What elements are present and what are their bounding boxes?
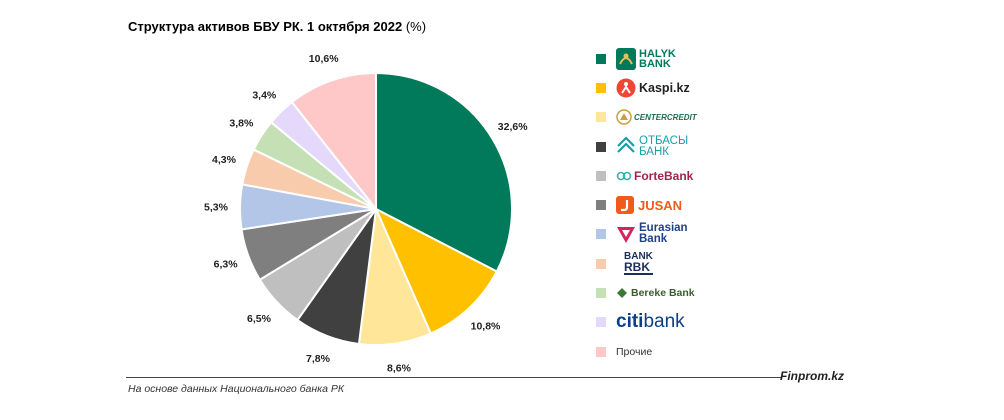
legend-swatch bbox=[596, 53, 606, 64]
citi-logo-text1: citi bbox=[616, 311, 644, 333]
bereke-bank-logo-icon: Bereke Bank bbox=[616, 287, 695, 299]
legend-swatch bbox=[596, 258, 606, 269]
legend-item-rbk: BANK RBK bbox=[596, 249, 816, 278]
legend: HALYK BANK Kaspi.kz CENTERCREDIT bbox=[596, 44, 816, 366]
pie-slice-2 bbox=[373, 206, 499, 335]
pie-label-5: 6,5% bbox=[247, 313, 272, 325]
pie-labels: 32,6% 10,8% 8,6% 7,8% 6,5% 6,3% 5,3% 4,3% 3,8% 3,… bbox=[204, 53, 528, 374]
legend-item-halyk: HALYK BANK bbox=[596, 44, 816, 73]
legend-swatch bbox=[596, 141, 606, 152]
pie-label-9: 3,8% bbox=[229, 117, 254, 129]
legend-item-kaspi: Kaspi.kz bbox=[596, 73, 816, 102]
pie-label-7: 5,3% bbox=[204, 202, 229, 214]
pie-label-11: 10,6% bbox=[309, 53, 339, 65]
legend-swatch bbox=[596, 200, 606, 211]
pie-label-10: 3,4% bbox=[252, 90, 277, 102]
kaspi-logo-text: Kaspi.kz bbox=[639, 80, 690, 95]
citibank-logo-icon: citi bank bbox=[616, 311, 685, 333]
citi-logo-text2: bank bbox=[643, 311, 685, 333]
otbasy-emblem-icon bbox=[617, 135, 635, 153]
pie-label-8: 4,3% bbox=[212, 154, 237, 166]
pie-label-2: 10,8% bbox=[471, 321, 501, 333]
centercredit-logo-text: CENTERCREDIT bbox=[634, 112, 697, 122]
centercredit-emblem-icon bbox=[616, 109, 632, 125]
legend-item-forte: ForteBank bbox=[596, 161, 816, 190]
legend-swatch bbox=[596, 82, 606, 93]
pie-label-4: 7,8% bbox=[306, 353, 331, 365]
halyk-emblem-icon bbox=[616, 47, 636, 70]
halyk-logo-line1: HALYK bbox=[639, 47, 676, 60]
bereke-logo-text: Bereke Bank bbox=[631, 287, 695, 300]
pie-label-6: 6,3% bbox=[214, 259, 239, 271]
legend-swatch bbox=[596, 229, 606, 240]
jusan-emblem-icon bbox=[616, 196, 634, 215]
legend-swatch bbox=[596, 112, 606, 123]
kaspi-logo-icon: Kaspi.kz bbox=[616, 78, 690, 98]
chart-title-unit: (%) bbox=[405, 19, 427, 34]
pie-slices bbox=[239, 71, 513, 346]
forte-logo-text: ForteBank bbox=[634, 168, 694, 183]
eurasian-logo-line1: Eurasian bbox=[639, 222, 688, 235]
bereke-emblem-icon bbox=[617, 288, 627, 299]
legend-swatch bbox=[596, 288, 606, 299]
legend-item-centercredit: CENTERCREDIT bbox=[596, 103, 816, 132]
legend-swatch bbox=[596, 346, 606, 357]
eurasian-bank-logo-icon: Eurasian Bank bbox=[616, 223, 688, 245]
halyk-logo-line2: BANK bbox=[639, 57, 671, 70]
eurasian-emblem-icon bbox=[617, 227, 635, 244]
fortebank-logo-icon: ForteBank bbox=[616, 169, 693, 183]
rbk-logo-line2: RBK bbox=[624, 260, 650, 275]
jusan-logo-icon: JUSAN bbox=[616, 196, 683, 215]
otbasy-bank-logo-icon: ОТБАСЫ БАНК bbox=[616, 134, 689, 158]
otbasy-logo-line2: БАНК bbox=[639, 145, 669, 158]
rbk-logo-line1: BANK bbox=[624, 251, 653, 263]
centercredit-logo-icon: CENTERCREDIT bbox=[616, 109, 697, 125]
pie-label-1: 32,6% bbox=[498, 121, 528, 133]
legend-item-other: Прочие bbox=[596, 337, 816, 366]
bank-rbk-logo-icon: BANK RBK bbox=[624, 251, 653, 276]
pie-label-3: 8,6% bbox=[387, 362, 412, 374]
brand-name: Finprom.kz bbox=[780, 369, 845, 383]
pie-slice-1 bbox=[375, 71, 513, 273]
chart-title-text: Структура активов БВУ РК. 1 октября 2022 bbox=[128, 19, 403, 34]
source-note: На основе данных Национального банка РК bbox=[128, 383, 345, 395]
legend-item-eurasian: Eurasian Bank bbox=[596, 220, 816, 249]
legend-swatch bbox=[596, 317, 606, 328]
kaspi-emblem-icon bbox=[616, 78, 636, 98]
legend-label-other: Прочие bbox=[616, 345, 653, 358]
chart-title: Структура активов БВУ РК. 1 октября 2022… bbox=[128, 19, 426, 34]
legend-swatch bbox=[596, 170, 606, 181]
legend-item-otbasy: ОТБАСЫ БАНК bbox=[596, 132, 816, 161]
legend-item-citi: citi bank bbox=[596, 308, 816, 337]
jusan-logo-text: JUSAN bbox=[638, 197, 683, 213]
eurasian-logo-line2: Bank bbox=[639, 233, 668, 246]
forte-emblem-icon bbox=[616, 171, 632, 181]
pie-slice-11 bbox=[290, 71, 377, 212]
footer-divider bbox=[126, 377, 781, 378]
legend-item-jusan: JUSAN bbox=[596, 190, 816, 219]
legend-item-bereke: Bereke Bank bbox=[596, 278, 816, 307]
otbasy-logo-line1: ОТБАСЫ bbox=[639, 134, 689, 147]
halyk-bank-logo-icon: HALYK BANK bbox=[616, 47, 676, 70]
